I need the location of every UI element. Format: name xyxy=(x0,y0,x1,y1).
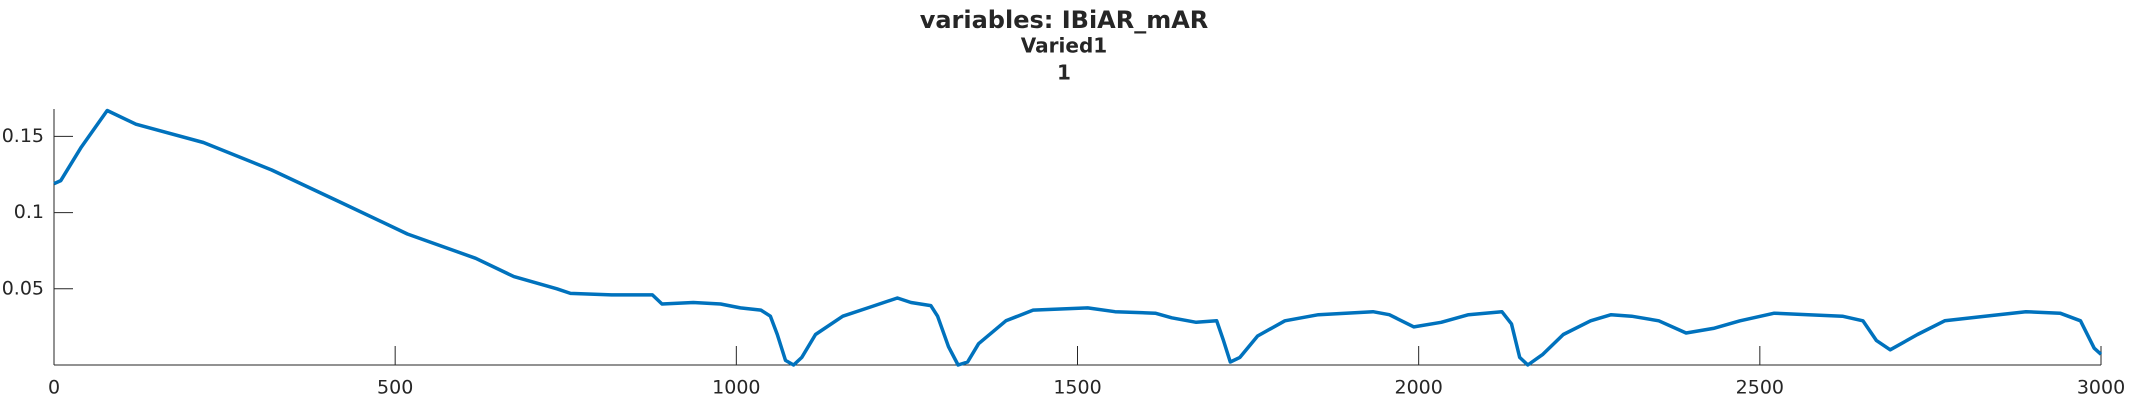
x-tick-label: 500 xyxy=(377,377,413,399)
x-tick-label: 3000 xyxy=(2077,377,2125,399)
y-tick-label: 0.15 xyxy=(2,125,44,147)
x-tick-label: 0 xyxy=(48,377,60,399)
y-tick-label: 0.1 xyxy=(14,201,44,223)
chart-subtitle: 1 xyxy=(1057,61,1071,85)
x-tick-label: 2500 xyxy=(1736,377,1784,399)
line-series xyxy=(53,108,2103,367)
x-tick-label: 2000 xyxy=(1394,377,1442,399)
x-tick-label: 1500 xyxy=(1053,377,1101,399)
chart-subtitle: Varied1 xyxy=(1021,34,1107,58)
y-tick-label: 0.05 xyxy=(2,277,44,299)
x-tick-label: 1000 xyxy=(712,377,760,399)
chart-title: variables: IBiAR_mAR xyxy=(920,6,1209,34)
